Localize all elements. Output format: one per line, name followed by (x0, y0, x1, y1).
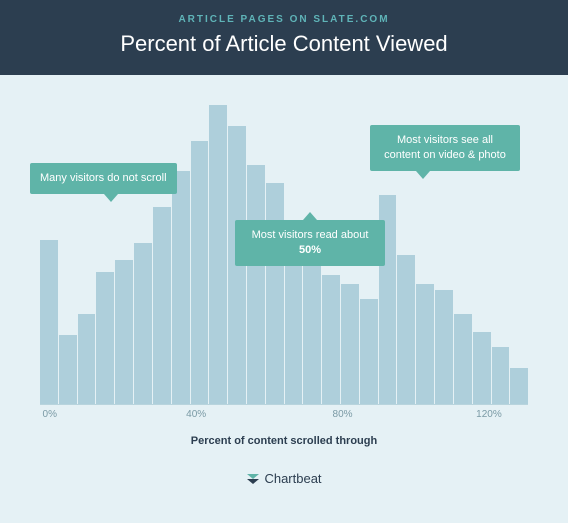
histogram-bar (191, 141, 209, 404)
header: ARTICLE PAGES ON SLATE.COM Percent of Ar… (0, 0, 568, 75)
histogram-bar (172, 171, 190, 404)
histogram-bar (115, 260, 133, 404)
callout-fifty: Most visitors read about 50% (235, 220, 385, 266)
histogram-bar (360, 299, 378, 404)
x-axis-label: Percent of content scrolled through (40, 435, 528, 447)
callout-arrow (104, 194, 118, 202)
histogram-bar (473, 332, 491, 404)
callout-no-scroll: Many visitors do not scroll (30, 163, 177, 194)
histogram-bar (341, 284, 359, 404)
histogram-bar (266, 183, 284, 404)
histogram-bar (96, 272, 114, 404)
x-tick: 40% (186, 409, 206, 420)
histogram-bar (40, 240, 58, 404)
header-title: Percent of Article Content Viewed (0, 31, 568, 57)
callout-arrow (303, 212, 317, 220)
histogram-bar (322, 275, 340, 404)
logo: Chartbeat (0, 471, 568, 486)
histogram-bar (510, 368, 528, 404)
histogram-bar (134, 243, 152, 404)
histogram-bar (435, 290, 453, 404)
callout-arrow (416, 171, 430, 179)
histogram-bar (153, 207, 171, 404)
histogram-bar (397, 255, 415, 405)
histogram-bar (209, 105, 227, 404)
header-eyebrow: ARTICLE PAGES ON SLATE.COM (0, 14, 568, 25)
x-tick: 120% (476, 409, 502, 420)
chartbeat-icon (246, 472, 260, 486)
histogram-bar (454, 314, 472, 404)
logo-text: Chartbeat (264, 471, 321, 486)
chart-area: 0% 40% 80% 120% Percent of content scrolled… (0, 75, 568, 457)
x-tick: 0% (43, 409, 57, 420)
histogram-bar (78, 314, 96, 404)
x-tick: 80% (333, 409, 353, 420)
histogram-bar (303, 260, 321, 404)
histogram-bar (492, 347, 510, 404)
histogram-bar (247, 165, 265, 404)
histogram-bar (59, 335, 77, 404)
x-axis: 0% 40% 80% 120% (40, 409, 528, 427)
callout-video: Most visitors see all content on video &… (370, 125, 520, 171)
histogram-bar (416, 284, 434, 404)
